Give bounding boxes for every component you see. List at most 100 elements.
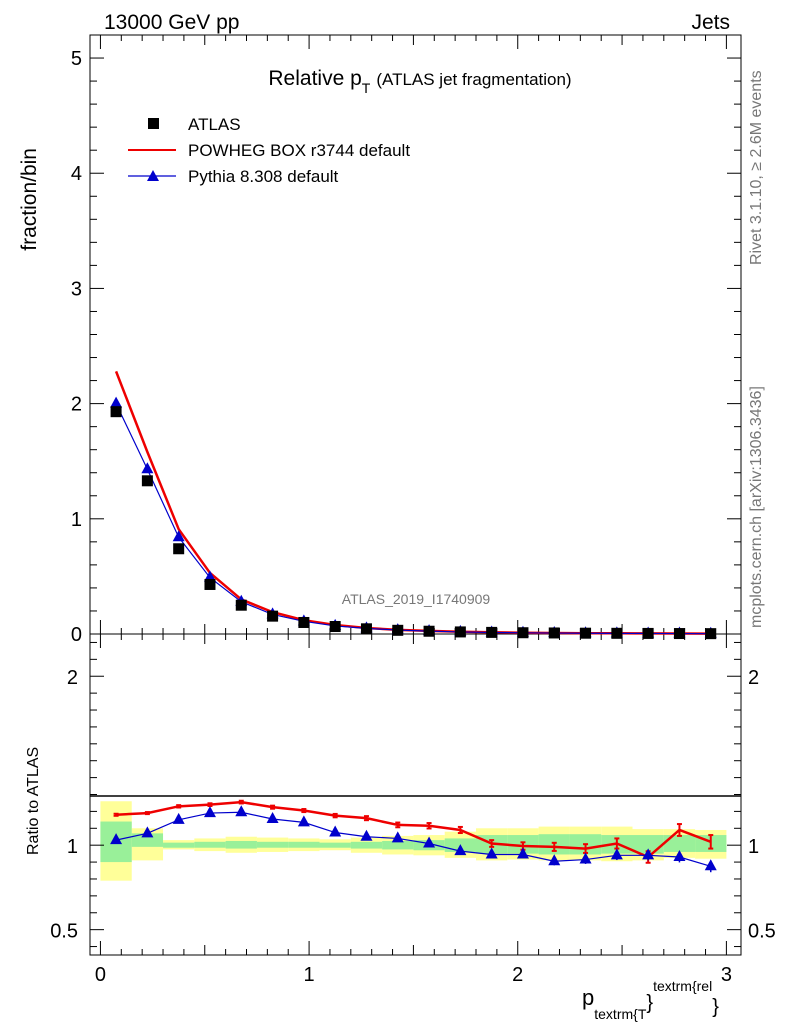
pythia-ratio-point <box>360 829 373 841</box>
legend-label-pythia: Pythia 8.308 default <box>188 167 339 186</box>
xlabel-close1: } <box>646 992 653 1014</box>
ratio-ytick-label: 0.5 <box>50 921 78 943</box>
pythia-ratio-point <box>485 847 498 859</box>
pythia-point <box>110 396 123 408</box>
atlas-point <box>267 610 279 622</box>
band-inner <box>256 841 289 848</box>
legend-label-powheg: POWHEG BOX r3744 default <box>188 141 410 160</box>
band-inner <box>194 841 226 848</box>
atlas-point <box>298 616 310 628</box>
atlas-point <box>235 599 247 611</box>
legend-marker-atlas <box>148 118 159 129</box>
main-series <box>110 370 717 640</box>
band-inner <box>663 835 696 852</box>
title-subscript: T <box>362 80 371 96</box>
pythia-ratio-line <box>115 811 711 867</box>
main-ytick-label: 3 <box>71 278 82 300</box>
legend-label-atlas: ATLAS <box>188 115 241 134</box>
atlas-point <box>611 627 623 639</box>
atlas-point <box>110 406 122 418</box>
main-ytick-label: 4 <box>71 163 82 185</box>
ratio-xlabel: ptextrm{T}textrm{rel} <box>582 978 719 1022</box>
main-ylabel: fraction/bin <box>18 148 41 251</box>
ratio-axes: 0.5 0.5 1 1 2 2 0 1 2 3 <box>50 641 776 986</box>
pythia-ratio-point <box>579 852 592 864</box>
atlas-point <box>173 543 185 555</box>
side-rivet-label: Rivet 3.1.10, ≥ 2.6M events <box>748 70 765 265</box>
pythia-ratio-point <box>704 859 717 871</box>
atlas-point <box>486 626 498 638</box>
xlabel-sup: textrm{rel <box>653 978 712 994</box>
header-right-label: Jets <box>691 11 730 34</box>
pythia-ratio-point <box>516 847 529 859</box>
pythia-point <box>203 570 216 582</box>
ratio-ytick-label: 1 <box>67 836 78 858</box>
band-inner <box>319 842 351 848</box>
ratio-ytick-label-right: 1 <box>748 836 759 858</box>
pythia-ratio-point <box>391 831 404 843</box>
main-axes: 0 1 2 3 4 5 <box>71 35 741 955</box>
header-left-label: 13000 GeV pp <box>104 11 239 34</box>
ratio-ytick-label-right: 2 <box>748 667 759 689</box>
ratio-ytick-label-right: 0.5 <box>748 921 776 943</box>
atlas-point <box>454 626 466 638</box>
xlabel-main: p <box>582 985 594 1010</box>
xlabel-close2: } <box>712 996 719 1018</box>
pythia-ratio-point <box>673 850 686 862</box>
ratio-xtick-label: 3 <box>721 964 732 986</box>
pythia-ratio-point <box>642 848 655 860</box>
pythia-ratio-point <box>172 812 185 824</box>
pythia-ratio-point <box>454 844 467 856</box>
band-inner <box>382 840 414 850</box>
ratio-ytick-label: 2 <box>67 667 78 689</box>
pythia-ratio-point <box>203 806 216 818</box>
pythia-ratio-point <box>141 826 154 838</box>
main-ytick-label: 0 <box>71 624 82 646</box>
atlas-point <box>423 625 435 637</box>
legend-marker-pythia <box>147 170 159 181</box>
title-rest: (ATLAS jet fragmentation) <box>376 70 571 89</box>
pythia-ratio-point <box>235 805 248 817</box>
atlas-point <box>141 475 153 487</box>
atlas-point <box>548 627 560 639</box>
atlas-point <box>392 624 404 636</box>
main-ytick-label: 5 <box>71 48 82 70</box>
atlas-point <box>580 627 592 639</box>
ratio-series <box>110 799 717 873</box>
side-mcplots-label: mcplots.cern.ch [arXiv:1306.3436] <box>748 386 765 628</box>
atlas-point <box>517 627 529 639</box>
band-inner <box>163 842 195 848</box>
pythia-point <box>141 462 154 474</box>
pythia-ratio-point <box>266 811 279 823</box>
pythia-point <box>172 530 185 542</box>
pythia-ratio-point <box>329 825 342 837</box>
atlas-point <box>204 578 216 590</box>
atlas-point <box>673 628 685 640</box>
main-ytick-label: 2 <box>71 394 82 416</box>
atlas-point <box>329 621 341 633</box>
ratio-ylabel: Ratio to ATLAS <box>25 747 42 855</box>
pythia-ratio-point <box>423 836 436 848</box>
ratio-xtick-label: 2 <box>512 964 523 986</box>
plot-title: Relative pT (ATLAS jet fragmentation) <box>268 67 571 96</box>
band-inner <box>350 841 383 849</box>
pythia-ratio-point <box>610 848 623 860</box>
atlas-point <box>360 623 372 635</box>
ratio-frame <box>89 633 742 956</box>
analysis-watermark: ATLAS_2019_I1740909 <box>342 591 491 607</box>
atlas-point <box>642 627 654 639</box>
ratio-xtick-label: 1 <box>304 964 315 986</box>
band-inner <box>288 841 320 848</box>
xlabel-sub: textrm{T <box>594 1006 647 1022</box>
atlas-point <box>705 628 717 640</box>
title-main: Relative p <box>268 67 361 90</box>
legend: ATLAS POWHEG BOX r3744 default Pythia 8.… <box>128 115 410 186</box>
pythia-ratio-point <box>297 815 310 827</box>
pythia-ratio-point <box>110 833 123 845</box>
main-ytick-label: 1 <box>71 509 82 531</box>
band-inner <box>131 833 164 847</box>
powheg-ratio-line <box>116 800 712 859</box>
band-inner <box>225 840 257 849</box>
pythia-ratio-point <box>548 854 561 866</box>
